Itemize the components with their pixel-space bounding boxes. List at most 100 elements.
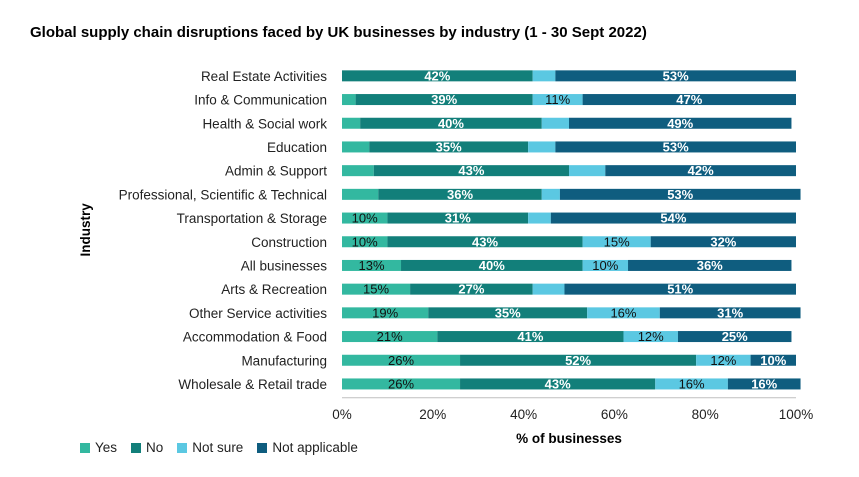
bar-segment-yes-manufacturing [342, 354, 461, 366]
legend-label-not-applicable: Not applicable [272, 440, 358, 455]
data-label-not-sure-wholesale-retail-trade: 16% [679, 376, 705, 391]
data-label-not-applicable-real-estate-activities: 53% [663, 68, 689, 83]
category-label-admin-support: Admin & Support [225, 164, 327, 179]
data-label-yes-manufacturing: 26% [388, 353, 414, 368]
data-label-not-applicable-transportation-storage: 54% [660, 211, 686, 226]
bar-segment-not-sure-health-social-work [541, 117, 569, 129]
data-label-yes-transportation-storage: 10% [352, 211, 378, 226]
bar-segment-yes-accommodation-food [342, 331, 438, 343]
data-label-no-health-social-work: 40% [438, 116, 464, 131]
legend-swatch-not-applicable [257, 442, 268, 453]
legend-swatch-no [131, 442, 142, 453]
bar-segment-not-sure-manufacturing [696, 354, 751, 366]
data-label-not-sure-other-service-activities: 16% [610, 305, 636, 320]
bar-segment-not-sure-arts-recreation [532, 283, 565, 295]
data-label-yes-construction: 10% [352, 234, 378, 249]
bar-segment-no-all-businesses [401, 259, 583, 271]
x-tick-label-80pct: 80% [692, 407, 719, 422]
data-label-no-manufacturing: 52% [565, 353, 591, 368]
data-label-yes-accommodation-food: 21% [377, 329, 403, 344]
data-label-not-applicable-health-social-work: 49% [667, 116, 693, 131]
bar-segment-not-sure-wholesale-retail-trade [655, 378, 728, 390]
category-label-education: Education [267, 140, 327, 155]
data-label-not-applicable-professional-scientific-technical: 53% [667, 187, 693, 202]
bar-segment-no-arts-recreation [410, 283, 533, 295]
bar-segment-not-sure-real-estate-activities [532, 70, 556, 82]
bar-segment-no-transportation-storage [387, 212, 529, 224]
category-label-arts-recreation: Arts & Recreation [221, 282, 327, 297]
legend-item-yes: Yes [80, 440, 117, 455]
data-label-no-other-service-activities: 35% [495, 305, 521, 320]
bar-segment-not-applicable-construction [650, 236, 796, 248]
bar-segment-not-applicable-manufacturing [750, 354, 796, 366]
bar-segment-not-sure-transportation-storage [528, 212, 551, 224]
bar-segment-no-manufacturing [460, 354, 697, 366]
bar-segment-not-applicable-education [555, 141, 796, 153]
legend-item-not-sure: Not sure [177, 440, 243, 455]
bar-segment-yes-professional-scientific-technical [342, 188, 379, 200]
x-tick-label-0pct: 0% [332, 407, 352, 422]
bar-segment-not-applicable-all-businesses [628, 259, 792, 271]
data-label-no-admin-support: 43% [458, 163, 484, 178]
legend-item-not-applicable: Not applicable [257, 440, 358, 455]
bar-segment-yes-admin-support [342, 165, 374, 177]
bar-segment-not-sure-education [528, 141, 556, 153]
bar-segment-not-applicable-professional-scientific-technical [559, 188, 801, 200]
bar-segment-yes-health-social-work [342, 117, 361, 129]
chart-title: Global supply chain disruptions faced by… [30, 24, 647, 41]
bar-segment-not-applicable-admin-support [605, 165, 796, 177]
legend-swatch-not-sure [177, 442, 188, 453]
bar-segment-no-health-social-work [360, 117, 542, 129]
bar-segment-not-sure-info-communication [532, 94, 583, 106]
data-label-not-applicable-all-businesses: 36% [697, 258, 723, 273]
category-label-accommodation-food: Accommodation & Food [183, 330, 327, 345]
bar-segment-no-other-service-activities [428, 307, 588, 319]
data-label-yes-all-businesses: 13% [358, 258, 384, 273]
bar-segment-yes-construction [342, 236, 388, 248]
legend-label-no: No [146, 440, 164, 455]
data-label-no-all-businesses: 40% [479, 258, 505, 273]
bar-segment-yes-other-service-activities [342, 307, 429, 319]
bar-segment-no-info-communication [355, 94, 533, 106]
bar-segment-no-professional-scientific-technical [378, 188, 542, 200]
data-label-not-applicable-wholesale-retail-trade: 16% [751, 376, 777, 391]
bar-segment-yes-transportation-storage [342, 212, 388, 224]
x-axis-title: % of businesses [516, 431, 622, 446]
bar-segment-no-wholesale-retail-trade [460, 378, 656, 390]
bar-segment-no-construction [387, 236, 583, 248]
data-label-not-applicable-other-service-activities: 31% [717, 305, 743, 320]
data-label-not-applicable-accommodation-food: 25% [722, 329, 748, 344]
data-label-yes-wholesale-retail-trade: 26% [388, 376, 414, 391]
legend-label-not-sure: Not sure [192, 440, 244, 455]
y-axis-title: Industry [78, 203, 93, 257]
bar-segment-not-applicable-transportation-storage [550, 212, 796, 224]
data-label-no-accommodation-food: 41% [517, 329, 543, 344]
bar-segment-yes-education [342, 141, 370, 153]
x-tick-label-20pct: 20% [419, 407, 446, 422]
data-label-yes-arts-recreation: 15% [363, 282, 389, 297]
data-label-not-sure-construction: 15% [604, 234, 630, 249]
data-label-not-sure-info-communication: 11% [545, 92, 570, 107]
category-label-professional-scientific-technical: Professional, Scientific & Technical [119, 187, 327, 202]
category-label-other-service-activities: Other Service activities [189, 306, 327, 321]
bar-segment-yes-arts-recreation [342, 283, 411, 295]
bar-segment-not-sure-all-businesses [582, 259, 629, 271]
data-label-not-sure-accommodation-food: 12% [638, 329, 664, 344]
bar-segment-not-applicable-arts-recreation [564, 283, 796, 295]
category-label-info-communication: Info & Communication [194, 93, 327, 108]
bar-segment-no-real-estate-activities [342, 70, 533, 82]
data-label-no-info-communication: 39% [431, 92, 457, 107]
data-label-not-applicable-education: 53% [663, 139, 689, 154]
legend-swatch-yes [80, 442, 90, 453]
bar-segment-yes-info-communication [342, 94, 356, 106]
data-label-no-professional-scientific-technical: 36% [447, 187, 473, 202]
data-label-not-sure-manufacturing: 12% [710, 353, 736, 368]
bar-segment-no-admin-support [373, 165, 569, 177]
category-label-real-estate-activities: Real Estate Activities [201, 69, 327, 84]
legend-label-yes: Yes [95, 440, 118, 455]
category-label-construction: Construction [251, 235, 327, 250]
data-label-not-applicable-admin-support: 42% [688, 163, 714, 178]
data-label-not-applicable-arts-recreation: 51% [667, 282, 693, 297]
bar-segment-not-applicable-health-social-work [569, 117, 792, 129]
bar-segment-not-applicable-real-estate-activities [555, 70, 796, 82]
